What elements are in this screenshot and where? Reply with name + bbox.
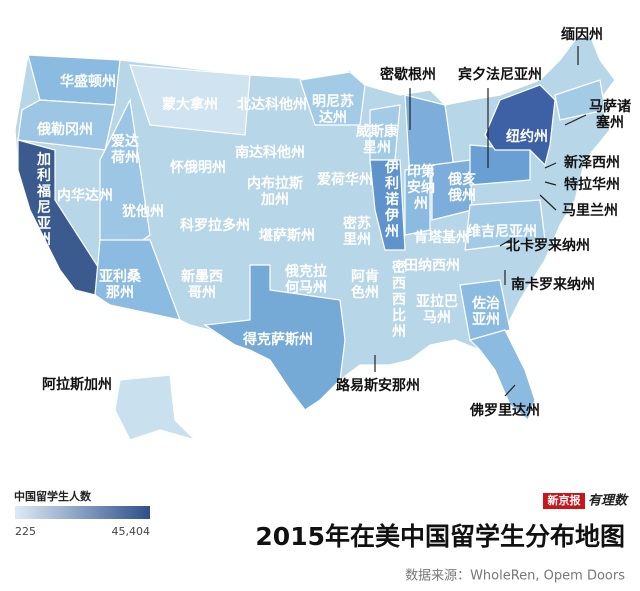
state-label: 田纳西州 [404,257,460,274]
legend-max: 45,404 [112,525,151,538]
legend-min: 225 [15,525,36,538]
state-label: 特拉华州 [564,176,620,193]
state-label: 缅因州 [561,26,603,43]
state-label: 肯塔基州 [414,229,470,246]
state-label: 怀俄明州 [170,159,226,176]
state-label: 俄亥俄州 [447,171,476,204]
leader-lines [374,46,587,397]
state-label: 佐治亚州 [471,295,500,328]
state-label: 路易斯安那州 [336,377,420,394]
state-label: 堪萨斯州 [259,227,315,244]
state-label: 印第安纳州 [407,163,435,212]
state-label: 明尼苏达州 [312,93,354,126]
state-label: 佛罗里达州 [469,402,540,419]
state-label: 俄勒冈州 [36,121,93,138]
state-label: 伊利诺伊州 [384,159,399,240]
state-label: 密苏里州 [342,215,371,248]
state-label: 北卡罗来纳州 [506,237,590,254]
state-label: 阿肯色州 [351,268,379,301]
state-label: 维吉尼亚州 [467,223,537,240]
state-label: 得克萨斯州 [242,331,313,348]
us-map [14,34,616,442]
title: 2015年在美中国留学生分布地图 [255,522,625,551]
state-label: 犹他州 [122,203,164,220]
state-label: 南达科他州 [235,144,305,161]
state-label: 南卡罗来纳州 [511,276,595,293]
legend-title: 中国留学生人数 [14,489,92,503]
state-label: 威斯康星州 [356,123,399,156]
state-label: 亚利桑那州 [99,268,142,301]
state-label: 爱达荷州 [110,133,139,166]
state-label: 内华达州 [57,187,113,204]
state-label: 华盛顿州 [60,73,116,90]
source: 数据来源：WholeRen, Opem Doors [405,569,625,584]
state-label: 新墨西哥州 [181,268,223,301]
state-label: 阿拉斯加州 [42,376,112,393]
state-label: 加利福尼亚州 [36,152,51,248]
state-label: 宾夕法尼亚州 [458,66,542,83]
state-label: 密西西比州 [391,259,406,340]
state-label: 纽约州 [506,128,548,145]
state-label: 内布拉斯加州 [247,175,303,208]
state-label: 北达科他州 [237,96,307,113]
logo-column: 有理数 [588,493,629,509]
state-label: 马里兰州 [562,202,618,219]
logo-box [543,493,585,509]
logo-brand: 新京报 [548,493,582,507]
state-label: 科罗拉多州 [180,217,250,234]
state-label: 蒙大拿州 [162,96,218,113]
state-label: 新泽西州 [564,154,620,171]
state-label: 俄克拉何马州 [284,263,327,296]
state-label: 密歇根州 [379,66,436,83]
legend-gradient [15,506,150,519]
state-label: 亚拉巴马州 [416,293,458,326]
state-label: 马萨诸塞州 [589,98,631,131]
state-label: 爱荷华州 [317,171,373,188]
